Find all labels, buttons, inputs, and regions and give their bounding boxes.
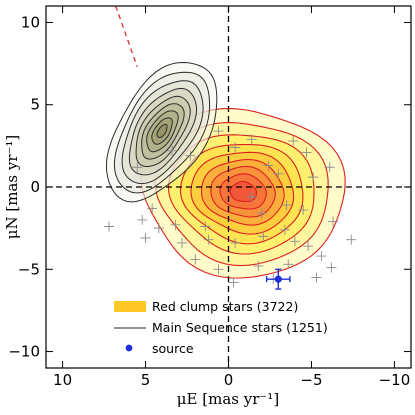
red-clump-outlier-5 — [170, 219, 181, 230]
y-tick-label-3: 0 — [30, 178, 40, 196]
y-tick-label-1: 10 — [21, 13, 40, 31]
red-clump-outlier-37 — [200, 221, 211, 232]
red-clump-outlier-17 — [253, 260, 264, 271]
red-clump-outlier-33 — [246, 191, 257, 202]
red-clump-outlier-27 — [246, 134, 257, 145]
red-clump-outlier-40 — [328, 216, 339, 227]
red-clump-outlier-18 — [213, 264, 224, 275]
red-clump-outlier-11 — [289, 236, 300, 247]
x-tick-label-3: 0 — [224, 371, 234, 389]
x-axis-label: μE [mas yr⁻¹] — [177, 390, 279, 408]
red-clump-outlier-30 — [167, 145, 178, 156]
red-clump-outlier-19 — [190, 254, 201, 265]
legend-label-source: source — [152, 341, 194, 356]
red-clump-outlier-34 — [281, 200, 292, 211]
y-axis-label: μN [mas yr⁻¹] — [3, 135, 21, 240]
red-clump-outlier-21 — [288, 135, 299, 146]
plot-area — [46, 6, 411, 368]
red-dashed-line-annotation — [115, 6, 138, 68]
red-clump-outlier-12 — [303, 241, 314, 252]
red-clump-outlier-20 — [324, 162, 335, 173]
red-clump-outlier-22 — [301, 147, 312, 158]
red-clump-outlier-26 — [213, 126, 224, 137]
red-clump-outlier-10 — [279, 224, 290, 235]
axes: 10 5 0 −5 −10 10 5 0 −5 −10 — [8, 5, 412, 389]
legend-label-red-clump: Red clump stars (3722) — [152, 299, 298, 314]
red-clump-outlier-25 — [230, 142, 241, 153]
x-tick-label-1: 10 — [53, 371, 72, 389]
red-clump-outlier-14 — [326, 262, 337, 273]
red-clump-outlier-9 — [258, 231, 269, 242]
red-clump-outlier-23 — [263, 160, 274, 171]
y-tick-label-5: −10 — [8, 343, 40, 361]
red-clump-outlier-16 — [283, 259, 294, 270]
main-sequence-contour-9 — [156, 123, 168, 139]
x-tick-label-2: 5 — [141, 371, 151, 389]
legend: Red clump stars (3722) Main Sequence sta… — [114, 299, 328, 356]
red-clump-outlier-28 — [308, 172, 319, 183]
x-tick-label-4: −5 — [300, 371, 322, 389]
red-clump-outlier-3 — [140, 233, 151, 244]
red-clump-outlier-31 — [185, 150, 196, 161]
red-clump-outlier-1 — [104, 221, 115, 232]
legend-swatch-red-clump — [114, 301, 146, 312]
red-clump-outlier-41 — [346, 234, 357, 245]
red-clump-outlier-7 — [203, 234, 214, 245]
red-clump-outlier-13 — [316, 251, 327, 262]
red-clump-outlier-6 — [177, 237, 188, 248]
red-clump-outlier-24 — [273, 168, 284, 179]
red-clump-outlier-32 — [256, 208, 267, 219]
red-clump-outlier-29 — [132, 162, 143, 173]
source-point — [274, 275, 282, 283]
x-tick-label-5: −10 — [379, 371, 411, 389]
red-clump-outlier-35 — [298, 205, 309, 216]
red-clump-outlier-8 — [230, 237, 241, 248]
legend-label-main-sequence: Main Sequence stars (1251) — [152, 320, 328, 335]
red-clump-outlier-4 — [153, 223, 164, 234]
y-tick-label-2: 5 — [30, 96, 40, 114]
legend-swatch-source — [125, 344, 133, 352]
red-clump-outlier-38 — [228, 277, 239, 288]
red-clump-outlier-36 — [147, 203, 158, 214]
red-clump-outlier-15 — [311, 272, 322, 283]
red-clump-outlier-2 — [137, 214, 148, 225]
y-tick-label-4: −5 — [18, 260, 40, 278]
